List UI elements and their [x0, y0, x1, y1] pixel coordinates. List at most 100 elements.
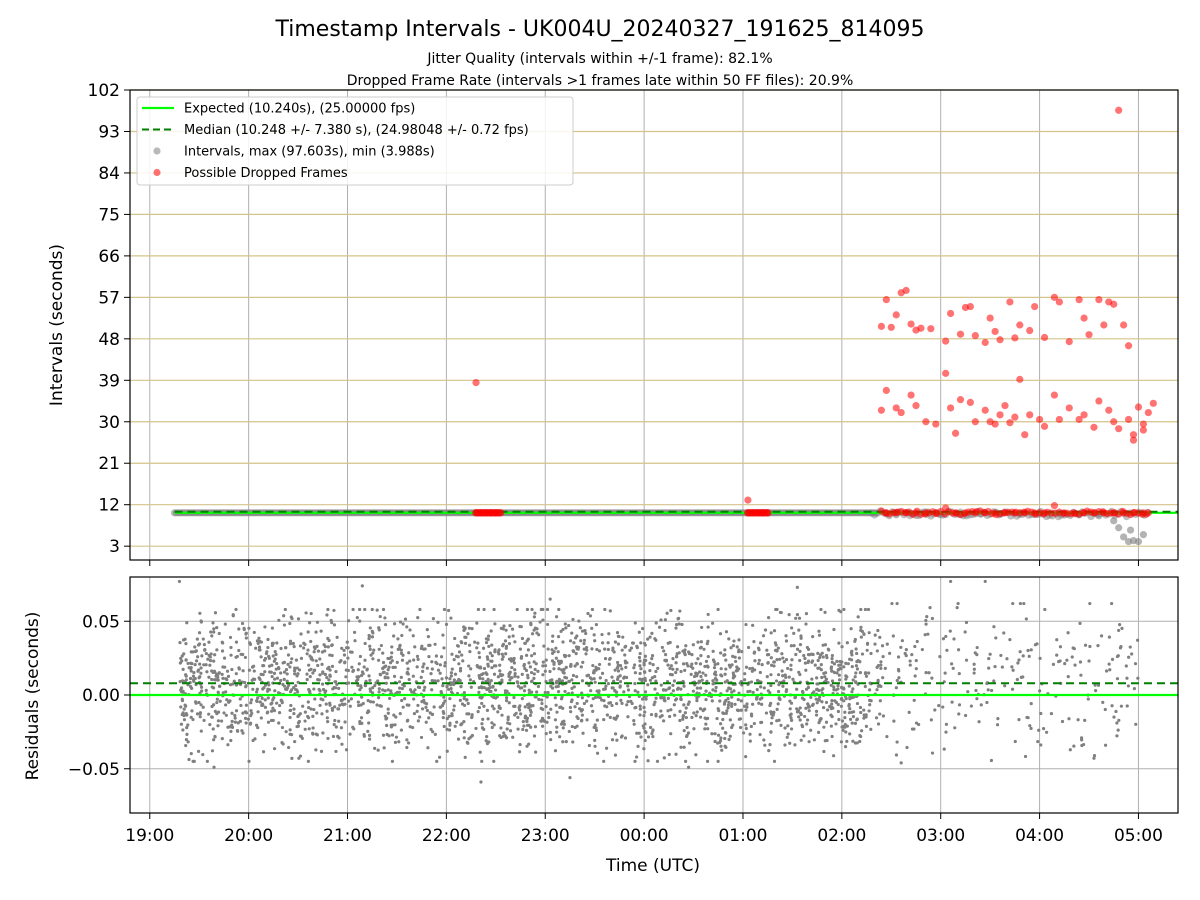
- residual-point: [508, 729, 513, 733]
- residual-point: [419, 735, 424, 740]
- residual-point: [286, 653, 291, 657]
- dropped-frame-point: [1105, 406, 1113, 414]
- residual-point: [681, 713, 686, 718]
- residual-point: [357, 703, 361, 708]
- residual-point: [726, 703, 731, 707]
- dropped-frame-point: [1139, 426, 1147, 434]
- residual-point: [517, 708, 522, 712]
- residual-point: [377, 687, 381, 691]
- residual-point: [879, 684, 883, 689]
- residual-point: [949, 579, 953, 584]
- residual-point: [216, 710, 221, 714]
- residual-point: [377, 658, 381, 662]
- residual-point: [751, 623, 755, 627]
- residual-point: [258, 677, 262, 681]
- residual-point: [678, 709, 682, 713]
- residual-point: [827, 648, 831, 652]
- residual-point: [256, 641, 260, 645]
- residual-point: [199, 671, 203, 675]
- residual-point: [864, 674, 869, 678]
- interval-point: [1120, 533, 1128, 541]
- residual-point: [781, 674, 785, 678]
- residual-point: [737, 717, 741, 721]
- residual-point: [635, 646, 639, 650]
- residual-point: [885, 642, 889, 646]
- residual-point: [243, 716, 248, 720]
- residual-point: [812, 738, 816, 742]
- residual-point: [600, 698, 604, 702]
- residual-point: [728, 718, 732, 722]
- residual-point: [533, 667, 537, 672]
- residual-point: [585, 648, 589, 652]
- residual-point: [299, 632, 303, 636]
- residual-point: [541, 618, 545, 622]
- residual-point: [296, 690, 300, 694]
- residual-point: [694, 753, 698, 757]
- residual-point: [301, 704, 305, 708]
- residual-point: [879, 663, 883, 667]
- residual-point: [770, 663, 774, 667]
- residual-point: [788, 699, 792, 703]
- residual-point: [703, 707, 707, 711]
- residual-point: [610, 703, 614, 708]
- residual-point: [594, 665, 598, 669]
- residual-point: [794, 616, 798, 620]
- residual-point: [335, 635, 339, 639]
- residual-point: [1066, 675, 1070, 679]
- residual-point: [612, 679, 616, 683]
- residual-point: [242, 627, 246, 632]
- residual-point: [201, 637, 205, 641]
- residual-point: [716, 733, 721, 737]
- residual-point: [181, 667, 185, 671]
- residual-point: [619, 735, 624, 739]
- residual-point: [261, 703, 265, 707]
- residual-point: [789, 667, 793, 672]
- residual-point: [663, 628, 667, 633]
- residual-point: [492, 707, 496, 711]
- residual-point: [298, 754, 303, 758]
- interval-point: [1126, 526, 1135, 534]
- residual-point: [763, 628, 768, 632]
- residual-point: [520, 672, 524, 677]
- residual-point: [777, 718, 781, 722]
- residual-point: [416, 703, 420, 708]
- residual-point: [516, 715, 520, 719]
- residual-point: [415, 709, 419, 714]
- residual-point: [271, 654, 275, 658]
- legend-box: [136, 96, 574, 186]
- residual-point: [944, 634, 948, 639]
- residual-point: [193, 700, 198, 704]
- residual-point: [752, 651, 756, 655]
- residual-point: [376, 748, 380, 752]
- dropped-frame-point: [1085, 331, 1093, 339]
- residual-point: [748, 689, 752, 693]
- residual-point: [277, 711, 282, 715]
- residual-point: [290, 657, 294, 661]
- legend-label: Possible Dropped Frames: [184, 166, 348, 181]
- dropped-frame-point: [1149, 399, 1157, 407]
- residual-point: [315, 620, 320, 624]
- residual-point: [687, 651, 692, 656]
- residual-point: [397, 740, 401, 744]
- residual-point: [798, 643, 803, 647]
- residual-point: [442, 607, 447, 612]
- residual-point: [698, 670, 702, 674]
- residual-point: [247, 626, 251, 630]
- residual-point: [573, 664, 577, 668]
- residual-point: [694, 661, 698, 665]
- residual-point: [318, 703, 322, 708]
- residual-point: [1119, 704, 1124, 708]
- residual-point: [839, 740, 844, 744]
- residual-point: [593, 639, 597, 643]
- residual-point: [744, 755, 748, 759]
- residual-point: [568, 705, 572, 710]
- legend-label: Expected (10.240s), (25.00000 fps): [184, 102, 415, 117]
- residual-point: [706, 625, 710, 629]
- residual-point: [561, 640, 565, 644]
- residual-point: [186, 723, 190, 727]
- residual-point: [346, 668, 350, 673]
- residual-point: [687, 765, 691, 769]
- residual-point: [264, 651, 269, 656]
- residual-point: [930, 676, 934, 680]
- residual-point: [734, 659, 738, 664]
